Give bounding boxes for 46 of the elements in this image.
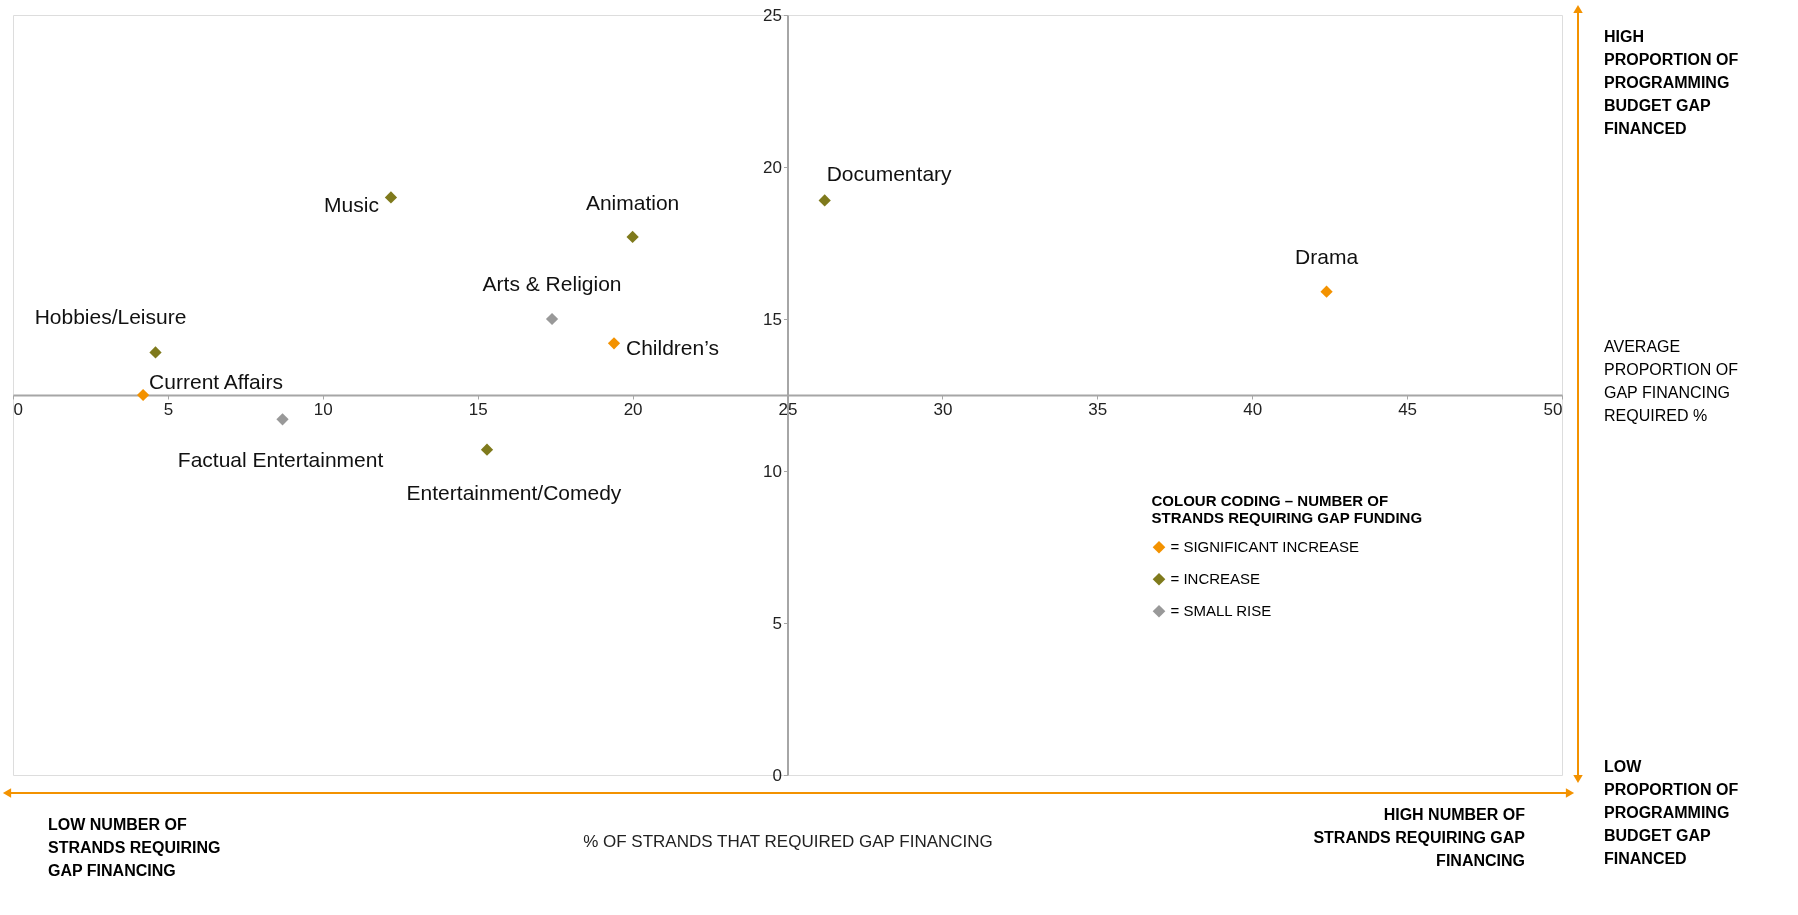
- y-tick-label: 0: [772, 765, 782, 785]
- x-axis-title: % OF STRANDS THAT REQUIRED GAP FINANCING: [583, 831, 993, 851]
- text: HIGH NUMBER OF STRANDS REQUIRING GAP FINANCING: [1313, 806, 1526, 869]
- x-tick-label: 5: [163, 399, 174, 419]
- annotation: Factual Entertainment: [177, 448, 384, 472]
- legend-label: = INCREASE: [1170, 570, 1261, 588]
- x-tick-label: 20: [623, 399, 643, 419]
- legend-label: = SIGNIFICANT INCREASE: [1170, 538, 1360, 556]
- point: [136, 388, 150, 402]
- text: HIGH PROPORTION OF PROGRAMMING BUDGET GAP FINANCED: [1604, 28, 1739, 137]
- annotation: Music: [324, 193, 379, 217]
- annotation: Entertainment/Comedy: [406, 480, 622, 504]
- y-tick-label: 10: [763, 461, 782, 481]
- x-tick-label: 40: [1243, 399, 1263, 419]
- x-tick-label: 50: [1543, 399, 1563, 419]
- point: [626, 230, 639, 244]
- annotation: Animation: [585, 190, 680, 214]
- x-tick-label: 15: [468, 399, 488, 419]
- annotation: Hobbies/Leisure: [34, 305, 187, 329]
- y-tick-label: 15: [763, 309, 782, 329]
- y-tick-label: 5: [772, 613, 782, 633]
- y-tick-label: 25: [763, 5, 782, 25]
- point: [818, 194, 831, 207]
- point: [545, 312, 559, 326]
- x-tick-label: 0: [13, 399, 23, 419]
- annotation: Children’s: [626, 336, 720, 360]
- legend-label: = SMALL RISE: [1170, 602, 1272, 620]
- point: [480, 443, 494, 456]
- annotation: Drama: [1295, 244, 1359, 268]
- legend-title: COLOUR CODING – NUMBER OF STRANDS REQUIRING GAP FUNDING: [1151, 491, 1423, 526]
- x-tick-label: 45: [1398, 399, 1418, 419]
- text: LOW PROPORTION OF PROGRAMMING BUDGET GAP FINANCED: [1604, 758, 1739, 867]
- x-tick-label: 35: [1088, 399, 1108, 419]
- point: [149, 346, 162, 359]
- point: [607, 337, 621, 350]
- text: AVERAGE PROPORTION OF GAP FINANCING REQUIRED %: [1604, 338, 1739, 424]
- y-tick-label: 20: [763, 157, 782, 177]
- point: [276, 413, 289, 426]
- annotation: Current Affairs: [149, 370, 283, 393]
- point: [384, 191, 398, 204]
- annotation: Arts & Religion: [482, 272, 622, 295]
- text: LOW NUMBER OF STRANDS REQUIRING GAP FINANCING: [48, 816, 221, 879]
- x-tick-label: 30: [933, 399, 953, 419]
- x-tick-label: 10: [313, 399, 333, 419]
- annotation: Documentary: [826, 162, 953, 186]
- point: [1320, 285, 1333, 298]
